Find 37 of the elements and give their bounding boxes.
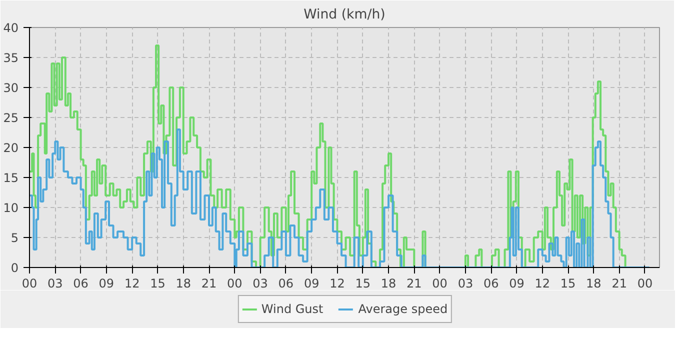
legend-label: Average speed bbox=[358, 302, 448, 316]
x-tick-label: 00 bbox=[227, 276, 242, 290]
x-tick-label: 12 bbox=[534, 276, 550, 290]
x-tick-label: 15 bbox=[355, 276, 371, 290]
x-tick-label: 03 bbox=[252, 276, 268, 290]
x-tick-label: 09 bbox=[304, 276, 320, 290]
x-tick-label: 21 bbox=[612, 276, 627, 290]
x-tick-label: 06 bbox=[483, 276, 499, 290]
x-tick-label: 12 bbox=[124, 276, 140, 290]
x-tick-label: 21 bbox=[201, 276, 217, 290]
y-tick-label: 25 bbox=[3, 111, 19, 125]
y-tick-label: 35 bbox=[3, 51, 19, 65]
x-tick-label: 21 bbox=[406, 276, 422, 290]
x-tick-label: 03 bbox=[458, 276, 474, 290]
x-tick-label: 09 bbox=[98, 276, 114, 290]
y-tick-label: 0 bbox=[10, 261, 19, 275]
x-tick-label: 00 bbox=[22, 276, 38, 290]
x-tick-label: 00 bbox=[432, 276, 448, 290]
x-tick-label: 18 bbox=[586, 276, 602, 290]
x-tick-label: 18 bbox=[380, 276, 396, 290]
x-tick-label: 09 bbox=[509, 276, 524, 290]
x-tick-label: 12 bbox=[330, 276, 345, 290]
x-tick-label: 15 bbox=[150, 276, 166, 290]
y-tick-label: 10 bbox=[3, 201, 19, 215]
y-tick-label: 30 bbox=[3, 81, 19, 95]
chart-title: Wind (km/h) bbox=[304, 8, 386, 22]
x-tick-label: 06 bbox=[278, 276, 294, 290]
y-tick-label: 5 bbox=[10, 231, 19, 245]
x-tick-label: 00 bbox=[637, 276, 653, 290]
y-tick-label: 15 bbox=[3, 171, 19, 185]
legend-label: Wind Gust bbox=[261, 302, 324, 316]
x-tick-label: 03 bbox=[48, 276, 63, 290]
x-tick-label: 15 bbox=[560, 276, 576, 290]
x-tick-label: 18 bbox=[176, 276, 192, 290]
y-tick-label: 40 bbox=[3, 21, 19, 35]
y-tick-label: 20 bbox=[3, 141, 19, 155]
x-tick-label: 06 bbox=[73, 276, 88, 290]
